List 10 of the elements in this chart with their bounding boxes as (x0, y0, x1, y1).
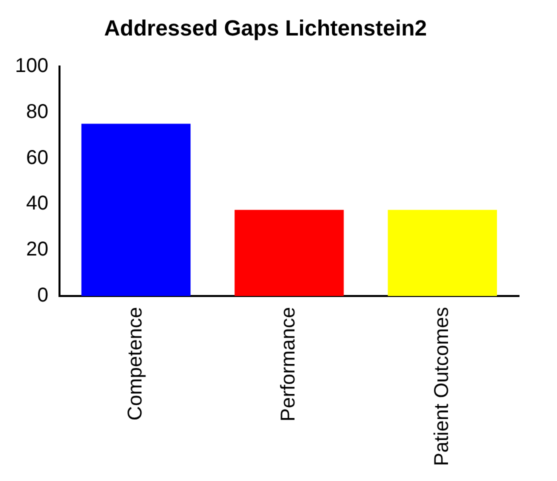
y-tick-label: 80 (26, 100, 48, 123)
y-tick-label: 0 (37, 284, 48, 307)
x-tick-label: Patient Outcomes (430, 307, 453, 466)
x-tick-label: Competence (124, 307, 146, 420)
x-tick-label: Performance (278, 307, 300, 422)
y-tick-label: 20 (26, 238, 48, 261)
y-tick-label: 60 (26, 146, 48, 169)
y-tick-label: 40 (26, 192, 48, 215)
chart-title: Addressed Gaps Lichtenstein2 (104, 15, 427, 40)
y-tick-label: 100 (14, 54, 48, 77)
